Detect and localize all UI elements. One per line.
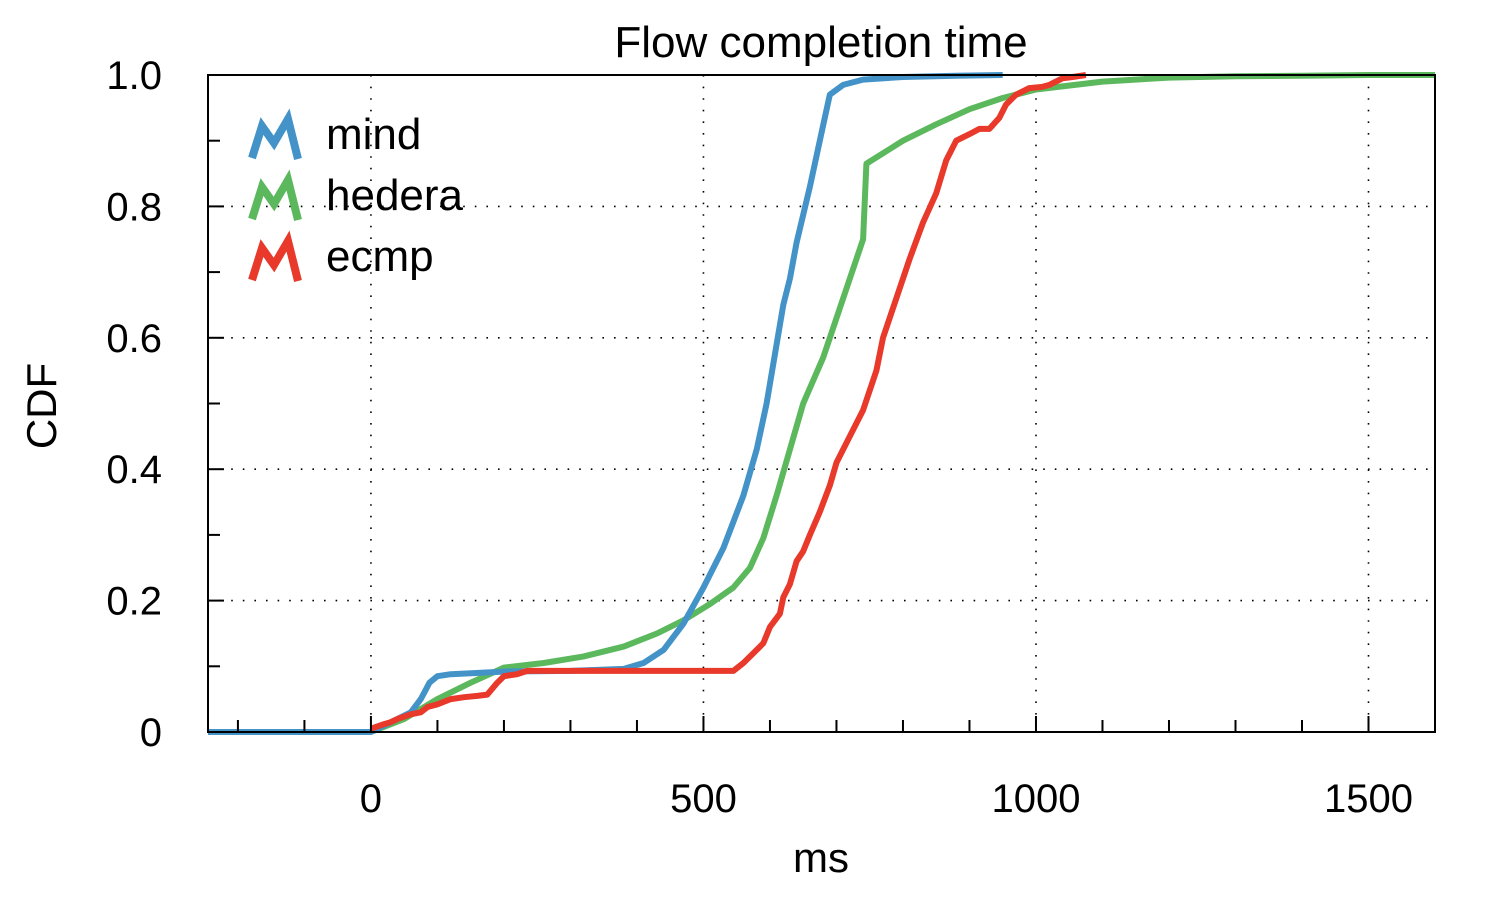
- x-tick-label: 0: [360, 777, 382, 821]
- legend-label-mind: mind: [326, 110, 421, 159]
- y-tick-label: 0.8: [106, 185, 162, 229]
- x-axis-label: ms: [793, 834, 849, 881]
- y-tick-label: 1.0: [106, 54, 162, 98]
- legend-item-mind: mind: [248, 108, 421, 160]
- y-tick-label: 0.6: [106, 317, 162, 361]
- legend-label-ecmp: ecmp: [326, 232, 434, 281]
- y-tick-label: 0: [140, 711, 162, 755]
- x-tick-label: 1000: [991, 777, 1080, 821]
- legend-swatch-mind: [248, 108, 302, 160]
- tick-layer: [208, 139, 1370, 732]
- legend-item-ecmp: ecmp: [248, 230, 434, 282]
- legend-label-hedera: hedera: [326, 171, 464, 220]
- legend-swatch-ecmp: [248, 230, 302, 282]
- series-line-ecmp: [369, 72, 1087, 732]
- legend-item-hedera: hedera: [248, 169, 464, 221]
- x-tick-label: 500: [670, 777, 737, 821]
- y-tick-label: 0.2: [106, 580, 162, 624]
- x-tick-label: 1500: [1324, 777, 1413, 821]
- y-axis-label: CDF: [18, 363, 65, 449]
- series-layer: [208, 72, 1435, 735]
- series-line-hedera: [208, 72, 1435, 735]
- tick-label-layer: 0 500 1000 1500 0 0.2 0.4 0.6 0.8 1.0: [106, 54, 1413, 821]
- series-line-mind: [208, 72, 1003, 735]
- y-tick-label: 0.4: [106, 448, 162, 492]
- legend: mind hedera ecmp: [248, 108, 464, 282]
- chart-title: Flow completion time: [614, 18, 1027, 67]
- legend-swatch-hedera: [248, 169, 302, 221]
